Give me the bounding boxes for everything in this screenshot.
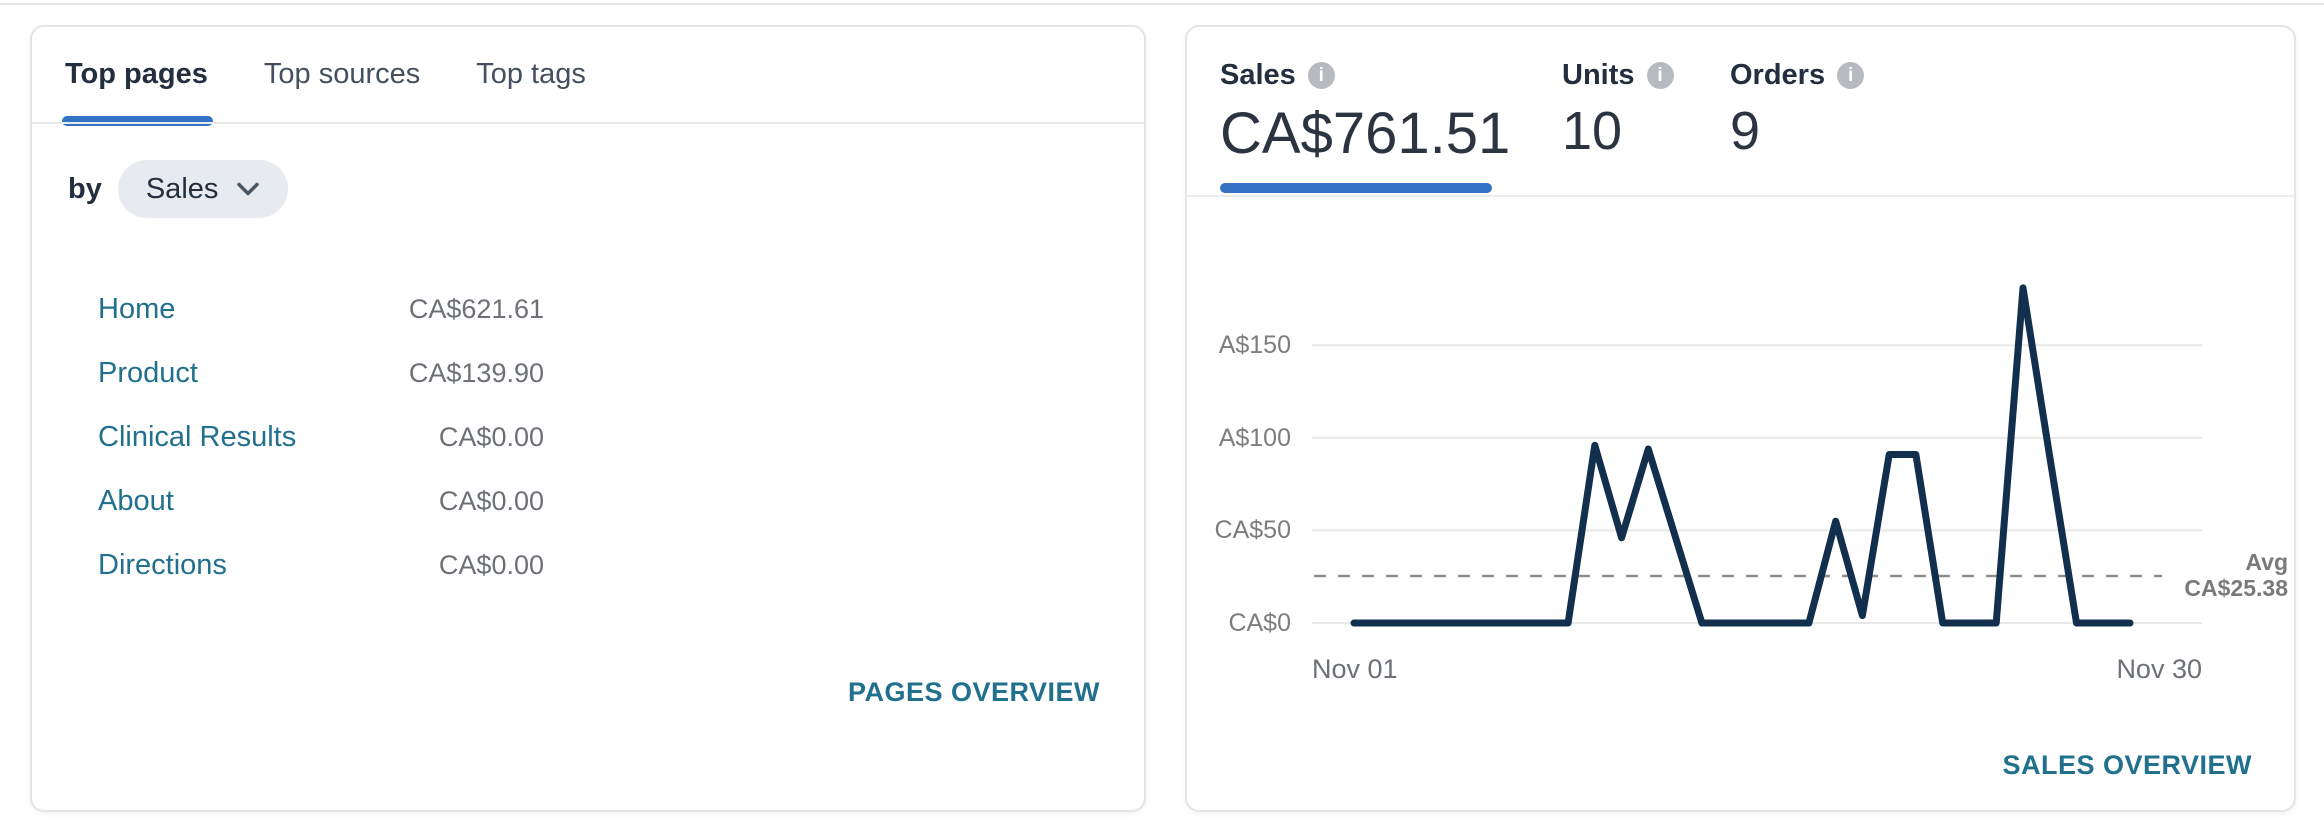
x-axis-start-label: Nov 01: [1312, 654, 1398, 684]
sales-overview-link[interactable]: SALES OVERVIEW: [2002, 750, 2252, 780]
table-row: Clinical Results CA$0.00: [98, 417, 1104, 457]
metrics-divider: [1187, 195, 2294, 197]
page-link-clinical-results[interactable]: Clinical Results: [98, 420, 297, 453]
metric-orders[interactable]: Orders i 9: [1730, 59, 1865, 162]
page-sales-value: CA$0.00: [438, 421, 544, 452]
page-link-product[interactable]: Product: [98, 356, 198, 389]
y-axis-tick: A$150: [1218, 331, 1291, 360]
avg-label-value: CA$25.38: [2184, 575, 2288, 601]
table-row: About CA$0.00: [98, 481, 1104, 521]
page-link-about[interactable]: About: [98, 484, 174, 517]
metric-sales[interactable]: Sales i CA$761.51: [1220, 59, 1510, 167]
sort-by-row: by Sales: [68, 160, 289, 218]
metric-value: 9: [1730, 101, 1761, 161]
tab-top-sources[interactable]: Top sources: [264, 27, 420, 122]
page-sales-value: CA$621.61: [408, 293, 544, 324]
top-pages-list: Home CA$621.61 Product CA$139.90 Clinica…: [98, 289, 1104, 609]
pages-overview-link[interactable]: PAGES OVERVIEW: [847, 677, 1100, 707]
x-axis-labels: Nov 01 Nov 30: [1312, 654, 2202, 685]
tab-top-pages[interactable]: Top pages: [62, 27, 213, 126]
table-row: Directions CA$0.00: [98, 545, 1104, 585]
metric-units[interactable]: Units i 10: [1562, 59, 1674, 162]
page-sales-value: CA$139.90: [408, 357, 544, 388]
page-link-home[interactable]: Home: [98, 292, 176, 325]
info-icon[interactable]: i: [1646, 62, 1674, 89]
avg-label: Avg CA$25.38: [2128, 549, 2288, 601]
tab-top-tags[interactable]: Top tags: [476, 27, 586, 122]
metric-label: Units: [1562, 59, 1635, 91]
tabs-row: Top pages Top sources Top tags: [32, 27, 1144, 126]
metric-value: 10: [1562, 101, 1623, 161]
tab-label: Top sources: [263, 58, 421, 90]
metric-label: Sales: [1220, 59, 1296, 91]
y-axis-tick: CA$50: [1214, 516, 1291, 545]
top-pages-card: Top pages Top sources Top tags by Sales …: [30, 25, 1146, 812]
sort-dropdown-value: Sales: [145, 172, 219, 205]
sales-line-chart: [1312, 284, 2202, 627]
active-metric-indicator: [1220, 183, 1492, 193]
page-sales-value: CA$0.00: [438, 549, 544, 580]
table-row: Product CA$139.90: [98, 353, 1104, 393]
y-axis-tick: CA$0: [1228, 609, 1291, 637]
metric-label: Orders: [1730, 59, 1826, 91]
sort-dropdown[interactable]: Sales: [117, 160, 289, 218]
sales-chart: A$150 A$100 CA$50 CA$0 Avg CA$25.38 Nov …: [1187, 262, 2294, 702]
avg-label-title: Avg: [2245, 549, 2288, 575]
metric-value: CA$761.51: [1220, 101, 1511, 166]
sales-card: Sales i CA$761.51 Units i 10 Orders i 9 …: [1185, 25, 2296, 812]
by-label: by: [68, 172, 102, 205]
page-link-directions[interactable]: Directions: [98, 548, 227, 581]
active-tab-indicator: [62, 116, 213, 126]
table-row: Home CA$621.61: [98, 289, 1104, 329]
page-sales-value: CA$0.00: [438, 485, 544, 516]
info-icon[interactable]: i: [1837, 62, 1865, 89]
tabs-divider: [32, 122, 1144, 124]
chevron-down-icon: [237, 182, 260, 195]
x-axis-end-label: Nov 30: [2116, 654, 2202, 684]
tab-label: Top tags: [476, 58, 586, 90]
top-divider: [0, 3, 2324, 5]
tab-label: Top pages: [65, 58, 208, 90]
y-axis-tick: A$100: [1218, 423, 1291, 452]
info-icon[interactable]: i: [1307, 62, 1335, 89]
